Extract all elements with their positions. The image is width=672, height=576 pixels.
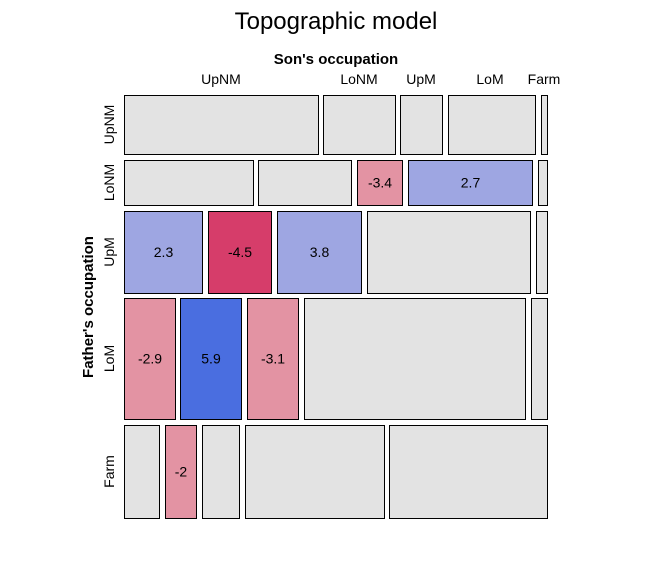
column-tick-labels: UpNM LoNM UpM LoM Farm [201, 71, 560, 87]
col-tick-upm: UpM [406, 71, 436, 87]
cell-farm-lonm [165, 425, 197, 519]
cell-lonm-farm [538, 160, 548, 206]
cell-farm-farm [389, 425, 548, 519]
cell-lonm-upm [357, 160, 403, 206]
row-tick-lonm: LoNM [101, 164, 117, 201]
cell-lom-farm [531, 298, 548, 420]
row-tick-lom: LoM [101, 345, 117, 372]
cell-lom-lonm [180, 298, 242, 420]
cell-label-lom-upm: -3.1 [261, 351, 285, 367]
cell-farm-upnm [124, 425, 160, 519]
cell-upm-upnm [124, 211, 203, 294]
cell-label-upm-upm: 3.8 [310, 244, 330, 260]
cell-label-upm-lonm: -4.5 [228, 244, 252, 260]
cell-label-lonm-upm: -3.4 [368, 175, 392, 191]
cell-upm-lonm [208, 211, 272, 294]
cell-lom-lom [304, 298, 526, 420]
cell-upm-farm [536, 211, 548, 294]
row-tick-upnm: UpNM [101, 105, 117, 145]
cell-label-lonm-lom: 2.7 [461, 175, 481, 191]
cell-upm-lom [367, 211, 531, 294]
cell-label-upm-upnm: 2.3 [154, 244, 174, 260]
y-axis-title: Father's occupation [80, 236, 97, 378]
x-axis-title: Son's occupation [274, 51, 398, 68]
col-tick-lonm: LoNM [340, 71, 377, 87]
cell-upnm-upm [400, 95, 443, 155]
cell-upm-upm [277, 211, 362, 294]
cell-label-lom-upnm: -2.9 [138, 351, 162, 367]
cell-upnm-upnm [124, 95, 319, 155]
col-tick-farm: Farm [528, 71, 561, 87]
cell-label-lom-lonm: 5.9 [201, 351, 221, 367]
cell-lom-upnm [124, 298, 176, 420]
cell-lonm-lonm [258, 160, 352, 206]
cell-farm-lom [245, 425, 385, 519]
chart-title: Topographic model [235, 8, 438, 35]
cell-upnm-lom [448, 95, 536, 155]
cell-lom-upm [247, 298, 299, 420]
cell-lonm-lom [408, 160, 533, 206]
row-tick-farm: Farm [101, 455, 117, 488]
cell-upnm-lonm [323, 95, 396, 155]
cell-upnm-farm [541, 95, 548, 155]
col-tick-lom: LoM [476, 71, 503, 87]
col-tick-upnm: UpNM [201, 71, 241, 87]
mosaic-cells: -3.4 2.7 2.3 -4.5 3.8 -2.9 5.9 -3.1 -2 [124, 95, 548, 519]
cell-label-farm-lonm: -2 [175, 464, 188, 480]
row-tick-upm: UpM [101, 237, 117, 267]
cell-farm-upm [202, 425, 240, 519]
row-tick-labels: UpNM LoNM UpM LoM Farm [101, 105, 117, 488]
cell-lonm-upnm [124, 160, 254, 206]
